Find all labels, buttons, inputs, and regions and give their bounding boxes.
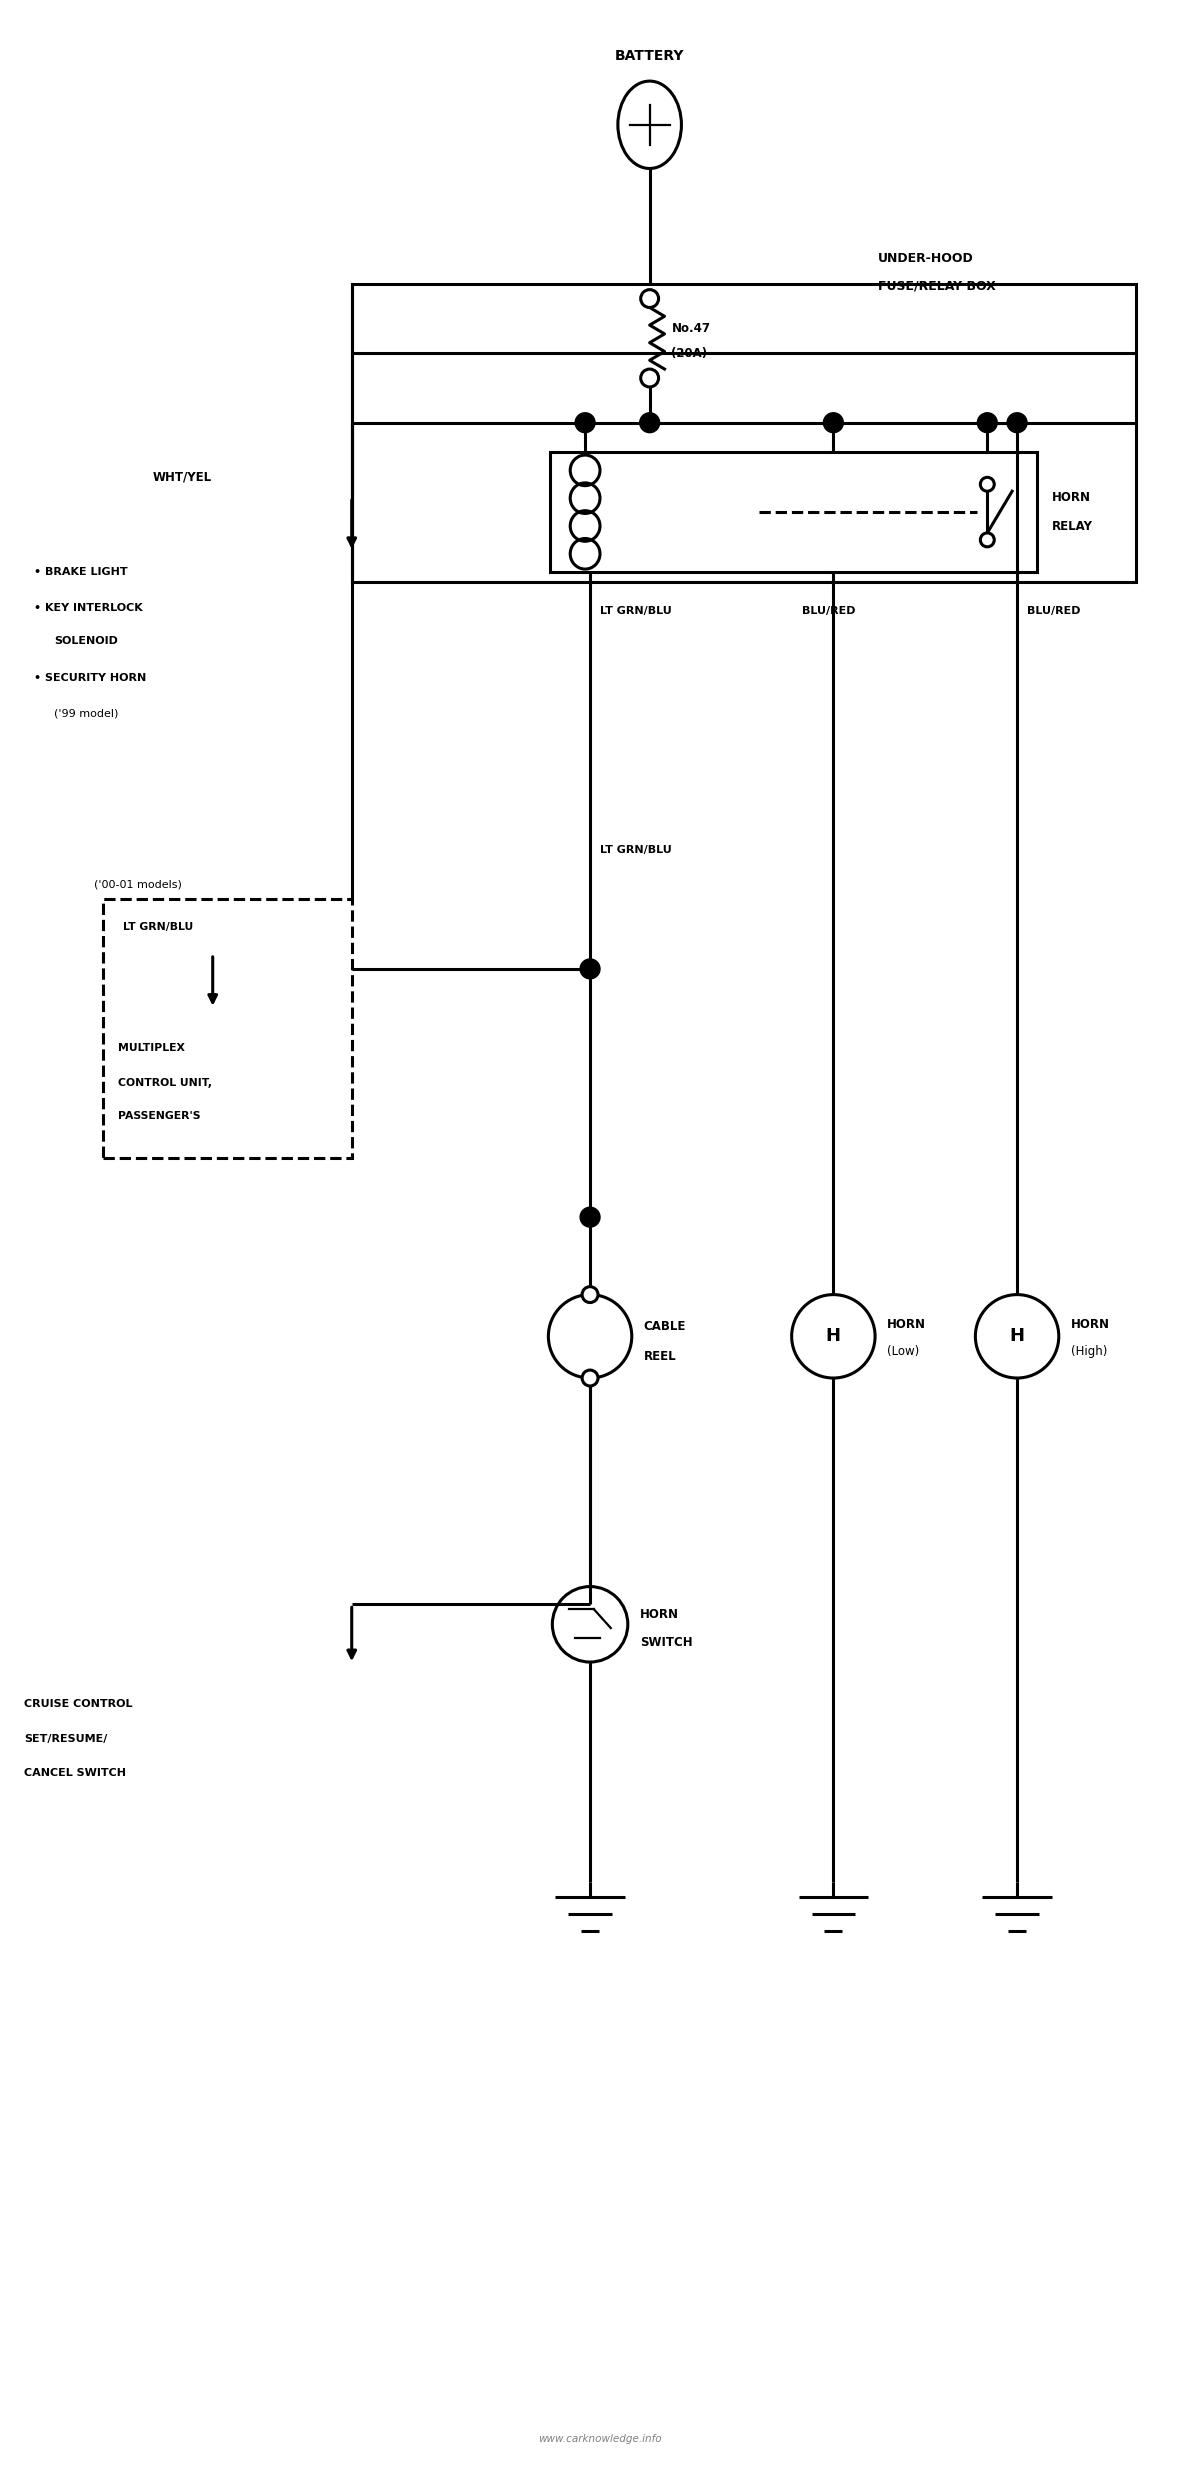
Circle shape [582, 1286, 598, 1303]
Circle shape [641, 290, 659, 307]
Bar [352, 285, 1136, 582]
Text: HORN: HORN [1070, 1318, 1110, 1330]
Text: SWITCH: SWITCH [640, 1635, 692, 1650]
Text: HORN: HORN [1052, 490, 1091, 503]
Bar [103, 899, 352, 1157]
Text: LT GRN/BLU: LT GRN/BLU [600, 607, 672, 617]
Circle shape [641, 369, 659, 386]
Text: CONTROL UNIT,: CONTROL UNIT, [119, 1077, 212, 1087]
Text: CANCEL SWITCH: CANCEL SWITCH [24, 1769, 126, 1778]
Circle shape [582, 1370, 598, 1387]
Text: H: H [1009, 1328, 1025, 1345]
Circle shape [1007, 414, 1027, 433]
Text: RELAY: RELAY [1052, 520, 1093, 533]
Text: FUSE/RELAY BOX: FUSE/RELAY BOX [878, 280, 996, 292]
Text: BLU/RED: BLU/RED [1027, 607, 1080, 617]
Text: (High): (High) [1070, 1345, 1108, 1357]
Text: www.carknowledge.info: www.carknowledge.info [538, 2432, 662, 2445]
Text: SET/RESUME/: SET/RESUME/ [24, 1734, 108, 1744]
Text: CRUISE CONTROL: CRUISE CONTROL [24, 1699, 132, 1709]
Text: H: H [826, 1328, 841, 1345]
Text: LT GRN/BLU: LT GRN/BLU [124, 921, 193, 931]
Text: SOLENOID: SOLENOID [54, 637, 118, 646]
Text: • KEY INTERLOCK: • KEY INTERLOCK [34, 604, 143, 614]
Text: WHT/YEL: WHT/YEL [154, 471, 212, 483]
Circle shape [980, 533, 995, 547]
Text: CABLE: CABLE [643, 1320, 686, 1333]
Text: • BRAKE LIGHT: • BRAKE LIGHT [34, 567, 127, 577]
Text: HORN: HORN [887, 1318, 926, 1330]
Text: PASSENGER'S: PASSENGER'S [119, 1110, 200, 1122]
Circle shape [575, 414, 595, 433]
Circle shape [580, 1206, 600, 1226]
Text: LT GRN/BLU: LT GRN/BLU [600, 845, 672, 855]
Text: (Low): (Low) [887, 1345, 919, 1357]
Text: ('00-01 models): ('00-01 models) [94, 879, 181, 889]
Circle shape [977, 414, 997, 433]
Text: MULTIPLEX: MULTIPLEX [119, 1043, 185, 1053]
Text: REEL: REEL [643, 1350, 677, 1362]
Circle shape [823, 414, 844, 433]
Text: UNDER-HOOD: UNDER-HOOD [878, 253, 974, 265]
Text: ('99 model): ('99 model) [54, 708, 118, 718]
Text: (20A): (20A) [672, 347, 708, 359]
Circle shape [980, 478, 995, 490]
Text: • SECURITY HORN: • SECURITY HORN [34, 674, 146, 684]
Circle shape [640, 414, 660, 433]
Text: BATTERY: BATTERY [614, 50, 684, 64]
Bar [551, 453, 1037, 572]
Text: HORN: HORN [640, 1608, 679, 1620]
Text: No.47: No.47 [672, 322, 710, 334]
Circle shape [580, 959, 600, 978]
Text: BLU/RED: BLU/RED [802, 607, 856, 617]
